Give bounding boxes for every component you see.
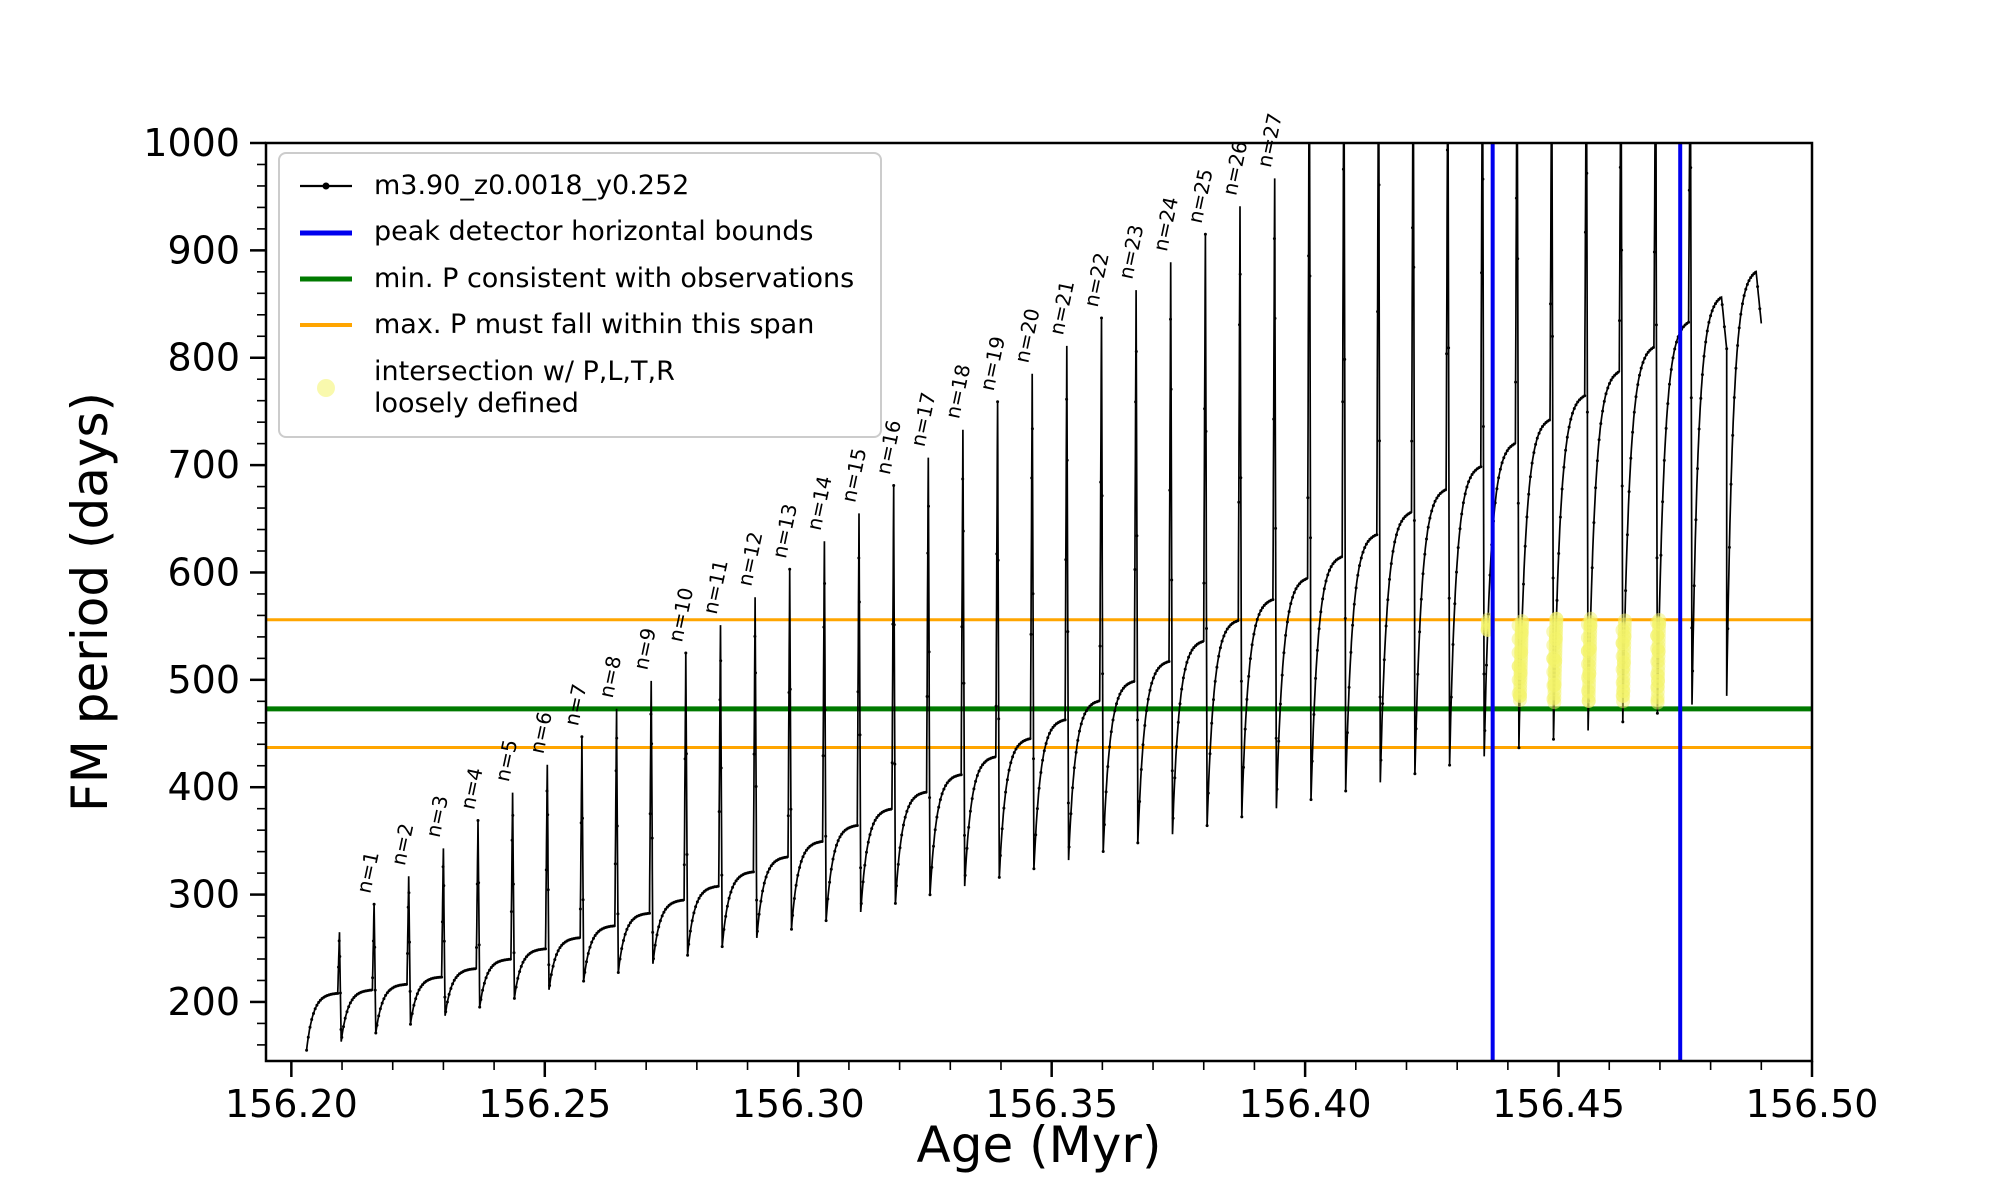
- peak-label: n=18: [940, 362, 975, 421]
- legend-label-series: m3.90_z0.0018_y0.252: [374, 170, 690, 201]
- peak-label: n=23: [1114, 222, 1149, 281]
- y-tick-label: 800: [167, 336, 240, 380]
- green-line-swatch-icon: [300, 276, 352, 282]
- y-tick-label: 400: [167, 765, 240, 809]
- peak-label: n=25: [1183, 167, 1218, 226]
- yellow-dot-swatch-icon: [317, 378, 335, 397]
- orange-line-swatch-icon: [300, 323, 352, 328]
- peak-label: n=17: [906, 390, 941, 449]
- peak-label: n=10: [663, 585, 698, 644]
- y-tick-label: 500: [167, 658, 240, 702]
- peak-label: n=5: [490, 737, 522, 783]
- y-axis-label: FM period (days): [61, 392, 119, 812]
- x-tick-label: 156.35: [985, 1082, 1118, 1126]
- y-tick-label: 900: [167, 228, 240, 272]
- peak-label: n=27: [1252, 111, 1287, 170]
- peak-label: n=11: [698, 557, 733, 616]
- peak-label: n=15: [836, 446, 871, 505]
- x-tick-label: 156.20: [225, 1082, 358, 1126]
- peak-label: n=4: [455, 765, 487, 811]
- x-tick-label: 156.30: [732, 1082, 865, 1126]
- y-tick-label: 200: [167, 980, 240, 1024]
- legend-label-max-p-span: max. P must fall within this span: [374, 309, 815, 341]
- x-axis-label: Age (Myr): [916, 1116, 1162, 1174]
- x-tick-label: 156.25: [478, 1082, 611, 1126]
- peak-label: n=3: [421, 793, 453, 839]
- peak-label: n=19: [975, 334, 1010, 393]
- peak-label: n=21: [1044, 278, 1079, 337]
- peak-label: n=24: [1148, 195, 1183, 254]
- axis-ticks: 156.20 156.25 156.30 156.35 156.40 156.45 156.…: [143, 121, 1878, 1126]
- horizontal-reference-lines: [266, 618, 1812, 749]
- legend-label-min-p: min. P consistent with observations: [374, 262, 855, 294]
- axes-frame: [264, 141, 1814, 1063]
- intersection-dots: [1480, 611, 1667, 710]
- x-tick-label: 156.45: [1492, 1082, 1625, 1126]
- y-tick-label: 600: [167, 550, 240, 594]
- peak-label: n=14: [802, 474, 837, 533]
- blue-line-swatch-icon: [300, 230, 352, 236]
- peak-label: n=20: [1010, 306, 1045, 365]
- peak-label: n=13: [767, 502, 802, 561]
- x-tick-label: 156.50: [1746, 1082, 1879, 1126]
- peak-label: n=1: [352, 849, 384, 895]
- peak-label: n=22: [1079, 250, 1114, 309]
- peak-label: n=2: [386, 821, 418, 867]
- legend-label-peak-bounds: peak detector horizontal bounds: [374, 216, 814, 248]
- data-curve: [305, 143, 1763, 1051]
- x-tick-label: 156.40: [1239, 1082, 1372, 1126]
- series-line-swatch-icon: [300, 182, 352, 190]
- peak-label: n=26: [1217, 139, 1252, 198]
- peak-label: n=9: [629, 626, 661, 672]
- peak-label: n=12: [733, 530, 768, 589]
- data-series: [305, 143, 1763, 1052]
- legend: m3.90_z0.0018_y0.252 peak detector horiz…: [278, 152, 883, 439]
- y-tick-label: 1000: [143, 121, 240, 165]
- peak-label: n=8: [594, 654, 626, 700]
- y-tick-label: 700: [167, 443, 240, 487]
- peak-label: n=7: [559, 682, 591, 728]
- legend-label-intersection: intersection w/ P,L,T,R loosely defined: [374, 355, 675, 419]
- y-tick-label: 300: [167, 873, 240, 917]
